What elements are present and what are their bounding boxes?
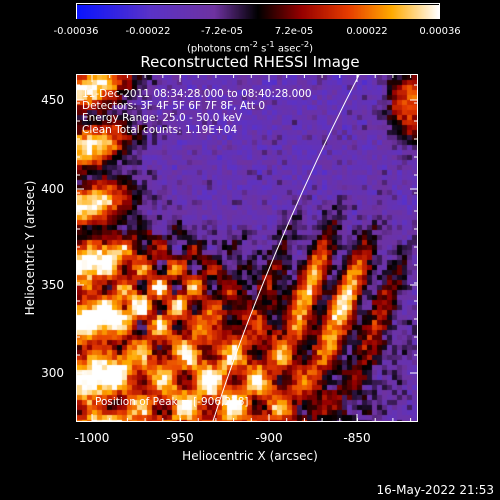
image-plot-area: 11-Dec-2011 08:34:28.000 to 08:40:28.000… xyxy=(76,74,418,422)
x-tick-label: -850 xyxy=(343,431,371,445)
y-tick-label: 300 xyxy=(41,366,64,380)
y-tick-label: 450 xyxy=(41,93,64,107)
colorbar-tick-label: -0.00022 xyxy=(125,26,171,37)
colorbar-tick-label: 0.00022 xyxy=(346,26,388,37)
generation-date: 16-May-2022 21:53 xyxy=(376,483,494,497)
y-axis-label: Heliocentric Y (arcsec) xyxy=(23,180,37,316)
x-tick-label: -900 xyxy=(255,431,283,445)
colorbar-tick-label: -0.00036 xyxy=(53,26,99,37)
x-tick-label: -1000 xyxy=(74,431,110,445)
info-clean: Clean Total counts: 1.19E+04 xyxy=(82,124,238,136)
info-energy: Energy Range: 25.0 - 50.0 keV xyxy=(82,112,243,124)
info-time: 11-Dec-2011 08:34:28.000 to 08:40:28.000 xyxy=(82,88,312,100)
y-tick-label: 400 xyxy=(41,182,64,196)
plot-title: Reconstructed RHESSI Image xyxy=(140,53,360,71)
hxr-image xyxy=(77,75,417,421)
y-tick-label: 350 xyxy=(41,278,64,292)
colorbar xyxy=(76,3,440,19)
solar-limb-line xyxy=(212,75,360,421)
colorbar-gradient xyxy=(77,5,439,19)
colorbar-tick-label: 7.2e-05 xyxy=(274,26,314,37)
colorbar-units: (photons cm-2 s-1 asec-2) xyxy=(186,39,314,55)
colorbar-tick-label: -7.2e-05 xyxy=(201,26,243,37)
overlay xyxy=(212,75,360,421)
x-tick-label: -950 xyxy=(166,431,194,445)
info-detectors: Detectors: 3F 4F 5F 6F 7F 8F, Att 0 xyxy=(82,100,266,112)
peak-position: Position of Peak = [-906,278] xyxy=(95,396,249,408)
x-axis-label: Heliocentric X (arcsec) xyxy=(182,449,318,463)
colorbar-tick-label: 0.00036 xyxy=(419,26,461,37)
